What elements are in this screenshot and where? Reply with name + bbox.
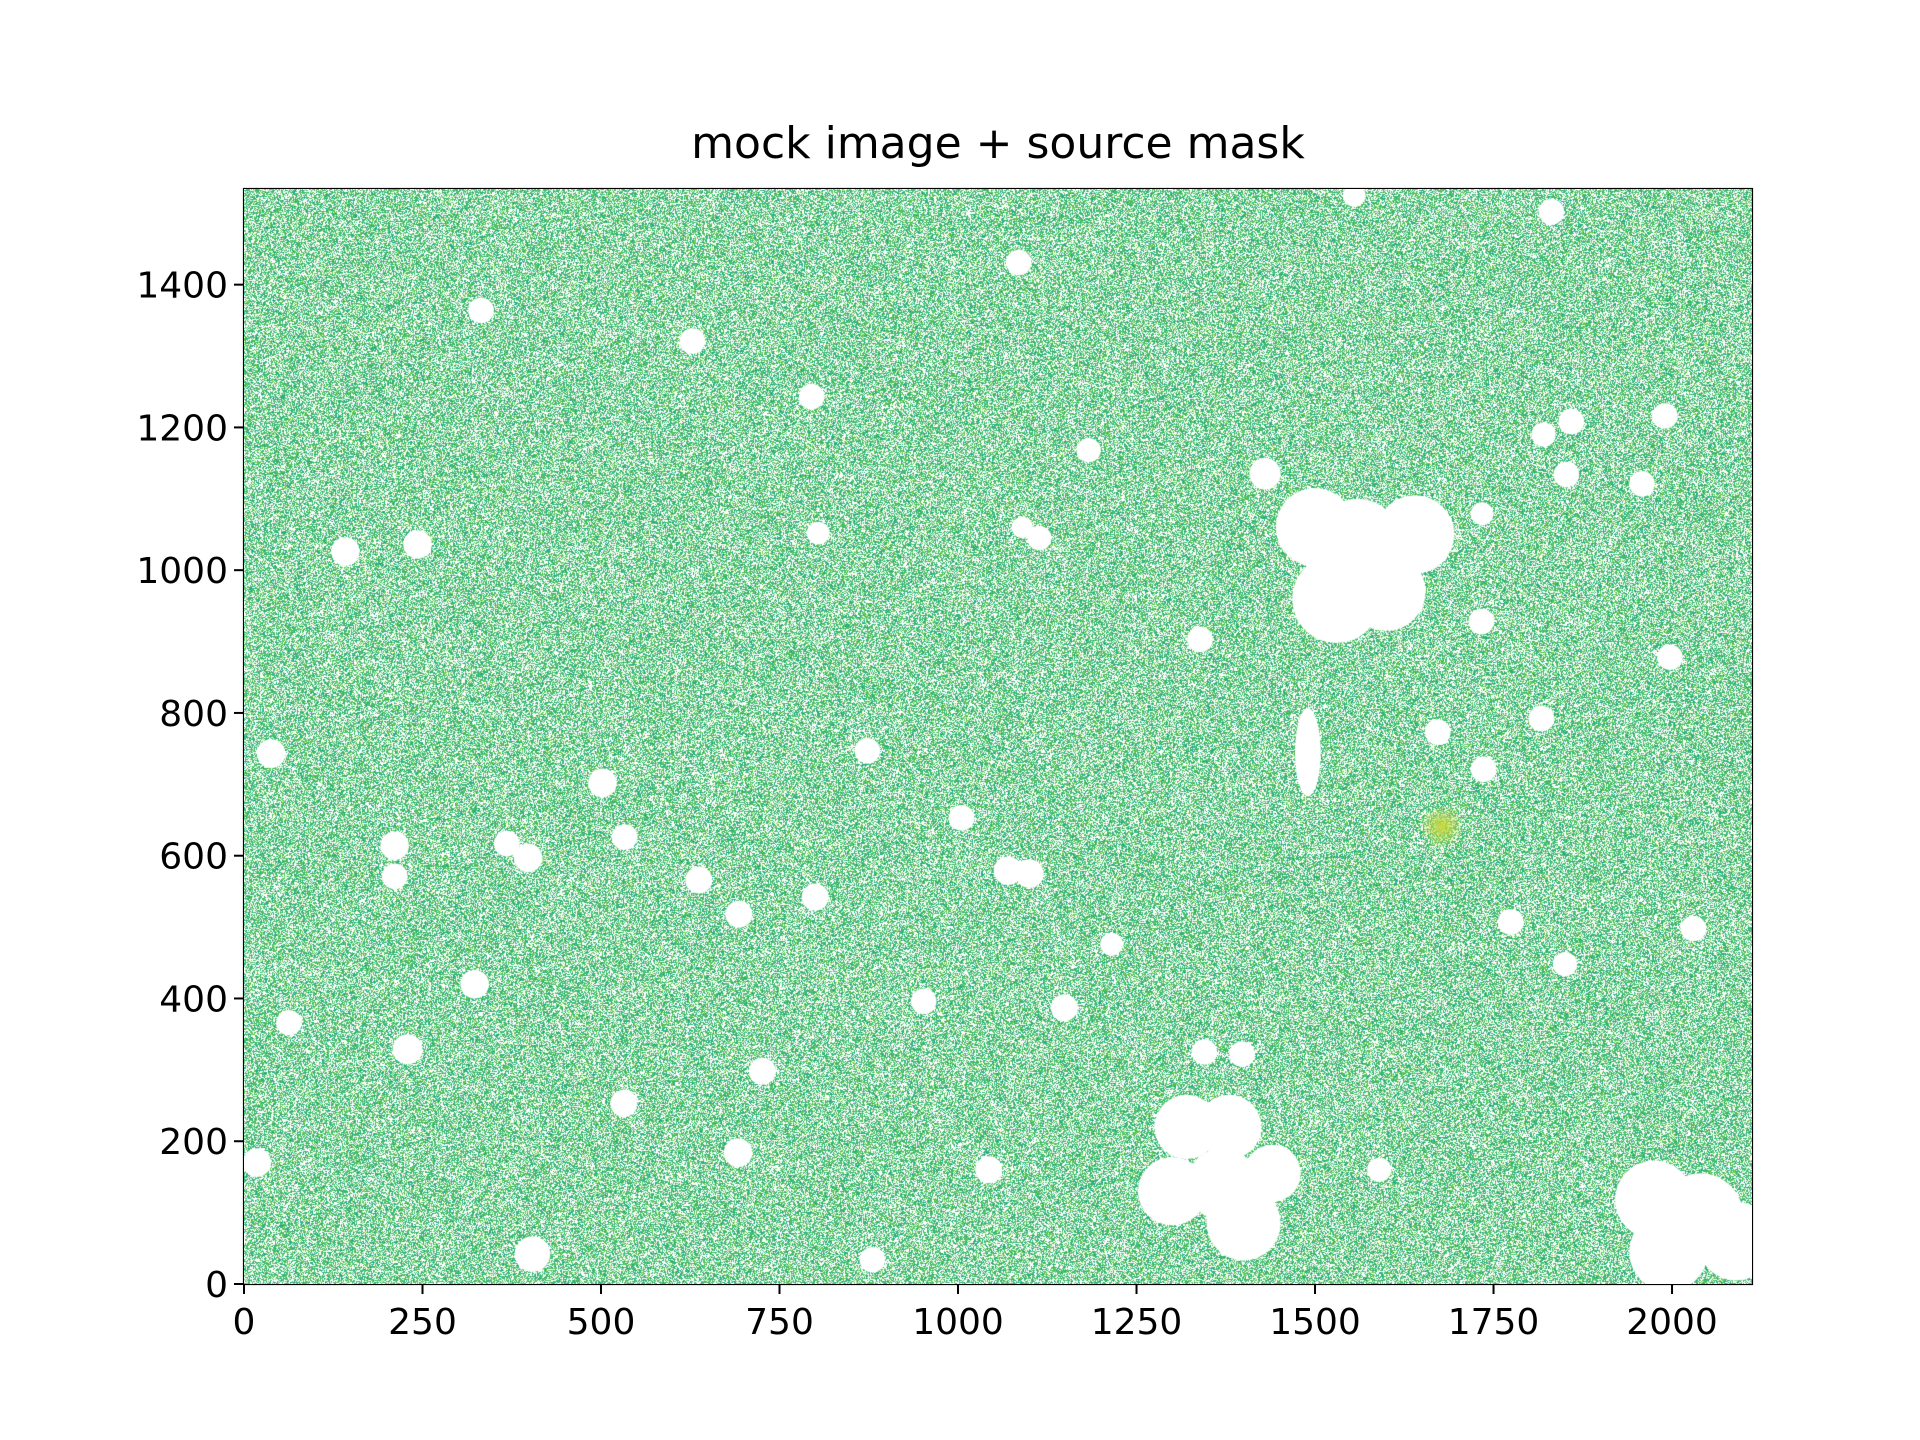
- y-tick-label: 1200: [136, 408, 228, 449]
- x-tick-label: 1000: [912, 1302, 1004, 1343]
- x-tick-label: 500: [567, 1302, 636, 1343]
- x-tick-label: 1750: [1448, 1302, 1540, 1343]
- x-tick-label: 0: [233, 1302, 256, 1343]
- y-tick-label: 600: [159, 837, 228, 878]
- x-tick-label: 1500: [1269, 1302, 1361, 1343]
- y-tick-label: 0: [205, 1265, 228, 1306]
- y-tick-label: 1000: [136, 551, 228, 592]
- mock-image-heatmap: [244, 189, 1752, 1284]
- axis-ticks: 0 250 500 750 1000 1250 1500 1750 2000 0 200 400 600…: [136, 266, 1717, 1343]
- y-tick-label: 1400: [136, 266, 228, 307]
- chart-title: mock image + source mask: [691, 118, 1305, 169]
- y-tick-label: 200: [159, 1122, 228, 1163]
- y-tick-label: 800: [159, 694, 228, 735]
- x-tick-label: 1250: [1091, 1302, 1183, 1343]
- x-tick-label: 2000: [1626, 1302, 1718, 1343]
- y-tick-label: 400: [159, 979, 228, 1020]
- x-tick-label: 250: [388, 1302, 457, 1343]
- x-tick-label: 750: [745, 1302, 814, 1343]
